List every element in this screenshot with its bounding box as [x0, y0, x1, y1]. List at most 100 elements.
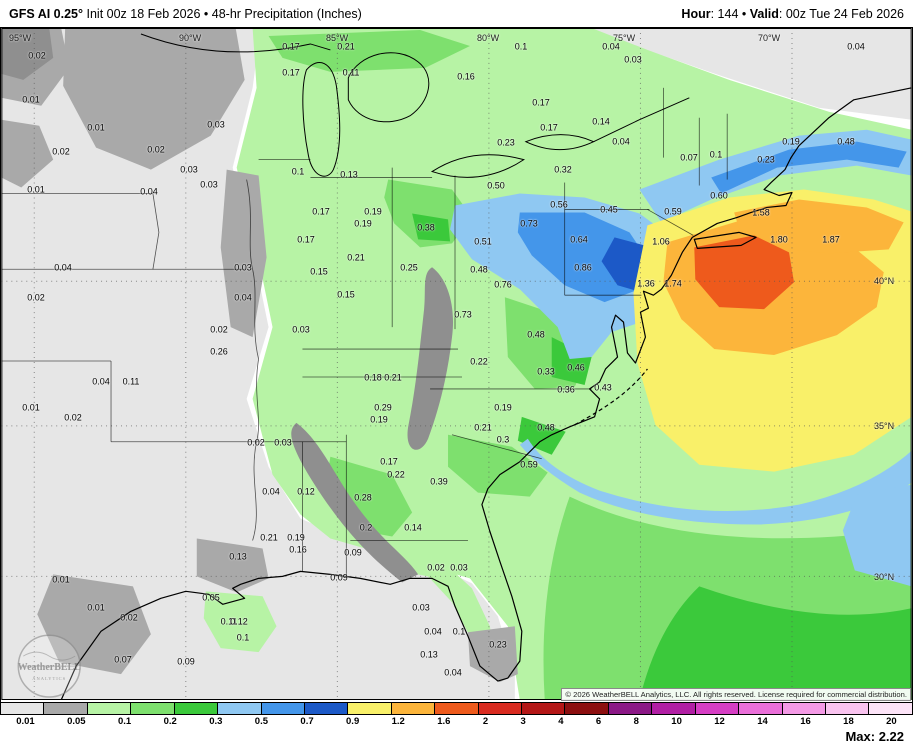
- colorbar-segment: [565, 703, 609, 714]
- colorbar-segment: [304, 703, 349, 714]
- colorbar-segment: [348, 703, 392, 714]
- colorbar-segment: [652, 703, 696, 714]
- precip-region-dryslot-south: [291, 422, 419, 583]
- colorbar-tick: 0.05: [67, 716, 86, 727]
- precip-region-lightgreen-florida: [395, 556, 494, 655]
- precip-region-darkgreen-ocean: [639, 586, 912, 700]
- valid-value: : 00z Tue 24 Feb 2026: [778, 6, 904, 21]
- precip-region-gray: [63, 28, 245, 170]
- colorbar-segment: [869, 703, 912, 714]
- precip-region-lightblue-oceanband: [519, 438, 912, 525]
- precip-region-max-core: [694, 235, 794, 310]
- precip-field-svg: WeatherBELL ANALYTICS: [1, 28, 912, 700]
- colorbar-segment: [218, 703, 262, 714]
- colorbar-segment: [522, 703, 566, 714]
- hour-value: : 144 •: [710, 6, 750, 21]
- precip-region-gray: [37, 574, 151, 675]
- great-lakes: [140, 33, 690, 178]
- colorbar-segment: [391, 703, 436, 714]
- init-info: Init 00z 18 Feb 2026 • 48-hr Precipitati…: [83, 6, 362, 21]
- colorbar-segment: [478, 703, 523, 714]
- offshore-boundary: [574, 368, 648, 426]
- precip-region-lightblue-east: [842, 484, 912, 587]
- precip-region-gray-corner: [1, 28, 54, 80]
- st-lawrence-river: [593, 97, 690, 143]
- lake-huron: [347, 52, 430, 123]
- lake-superior-shore: [140, 33, 331, 53]
- colorbar-segment: [782, 703, 827, 714]
- precip-region-lightgreen-gulf: [203, 591, 277, 653]
- watermark-title: WeatherBELL: [18, 662, 81, 673]
- precip-region-lightgray-west: [1, 28, 515, 700]
- title-bar: GFS AI 0.25° Init 00z 18 Feb 2026 • 48-h…: [0, 0, 913, 28]
- precip-region-dryslot-appalachia: [407, 267, 454, 450]
- precip-region-darkgreen: [551, 337, 592, 385]
- colorbar-segment: [261, 703, 305, 714]
- watermark-logo: WeatherBELL ANALYTICS: [17, 634, 81, 698]
- colorbar-segment: [695, 703, 740, 714]
- colorbar-tick: 16: [800, 716, 811, 727]
- colorbar-segment: [131, 703, 175, 714]
- precip-region-gray: [1, 119, 54, 188]
- colorbar-tick: 20: [886, 716, 897, 727]
- colorbar-tick: 0.1: [117, 716, 132, 727]
- colorbar-tick: 4: [558, 716, 564, 727]
- map-title: GFS AI 0.25° Init 00z 18 Feb 2026 • 48-h…: [9, 7, 362, 21]
- model-name: GFS AI 0.25°: [9, 6, 84, 21]
- hour-label: Hour: [681, 6, 711, 21]
- precip-region-lightgray-northeast: [591, 28, 912, 120]
- watermark-subtitle: ANALYTICS: [32, 676, 66, 681]
- max-label: Max: [845, 729, 871, 744]
- graticule: [1, 28, 912, 700]
- colorbar-segment: [44, 703, 88, 714]
- colorbar-segment: [1, 703, 45, 714]
- precip-region-midgreen: [448, 434, 548, 497]
- colorbar-tick: 18: [843, 716, 854, 727]
- colorbar-tick: 0.9: [346, 716, 360, 727]
- colorbar-tick: 1.2: [391, 716, 405, 727]
- map-area: WeatherBELL ANALYTICS 0.02 0.01 0.01 0.03 0.…: [0, 28, 913, 702]
- precip-region-gray-south-florida: [467, 626, 518, 683]
- precip-region-gray: [196, 538, 269, 593]
- coastline: [60, 87, 912, 700]
- colorbar-tick: 0.2: [163, 716, 177, 727]
- colorbar-tick: 8: [633, 716, 639, 727]
- colorbar-tick: 0.5: [254, 716, 269, 727]
- colorbar-tick: 3: [520, 716, 526, 727]
- colorbar-ticks: 0.01 0.05 0.1 0.2 0.3 0.5 0.7 0.9 1.2 1.6 2 3 4 6 8 10 1…: [0, 716, 913, 728]
- max-number: : 2.22: [870, 729, 904, 744]
- precip-region-orange-coast: [734, 199, 904, 254]
- valid-label: Valid: [749, 6, 779, 21]
- copyright-notice: © 2026 WeatherBELL Analytics, LLC. All r…: [561, 687, 911, 701]
- colorbar-tick: 0.3: [209, 716, 223, 727]
- colorbar-tick: 10: [671, 716, 682, 727]
- colorbar-tick: 0.7: [300, 716, 314, 727]
- state-borders: [1, 87, 728, 577]
- lake-ontario: [524, 134, 595, 151]
- colorbar-tick: 14: [757, 716, 768, 727]
- lake-michigan: [302, 61, 341, 177]
- valid-info: Hour: 144 • Valid: 00z Tue 24 Feb 2026: [681, 7, 904, 21]
- colorbar: [0, 702, 913, 715]
- colorbar-segment: [87, 703, 132, 714]
- precip-region-midgreen: [384, 179, 472, 248]
- precip-region-darkgreen: [412, 213, 451, 242]
- colorbar-tick: 12: [714, 716, 725, 727]
- colorbar-segment: [739, 703, 783, 714]
- colorbar-segment: [435, 703, 479, 714]
- max-value: Max: 2.22: [845, 729, 904, 744]
- colorbar-tick: 1.6: [437, 716, 451, 727]
- colorbar-tick: 6: [595, 716, 602, 727]
- lake-erie: [430, 154, 525, 178]
- map-frame: [1, 28, 912, 700]
- colorbar-tick: 2: [482, 716, 489, 727]
- precip-region-medblue-newengland: [711, 141, 907, 194]
- watermark-wave: [23, 651, 76, 661]
- long-island: [693, 231, 757, 249]
- colorbar-segment: [608, 703, 653, 714]
- colorbar-segment: [174, 703, 219, 714]
- colorbar-segment: [826, 703, 870, 714]
- colorbar-tick: 0.01: [16, 716, 35, 727]
- legend: 0.01 0.05 0.1 0.2 0.3 0.5 0.7 0.9 1.2 1.6 2 3 4 6 8 10 1…: [0, 702, 913, 728]
